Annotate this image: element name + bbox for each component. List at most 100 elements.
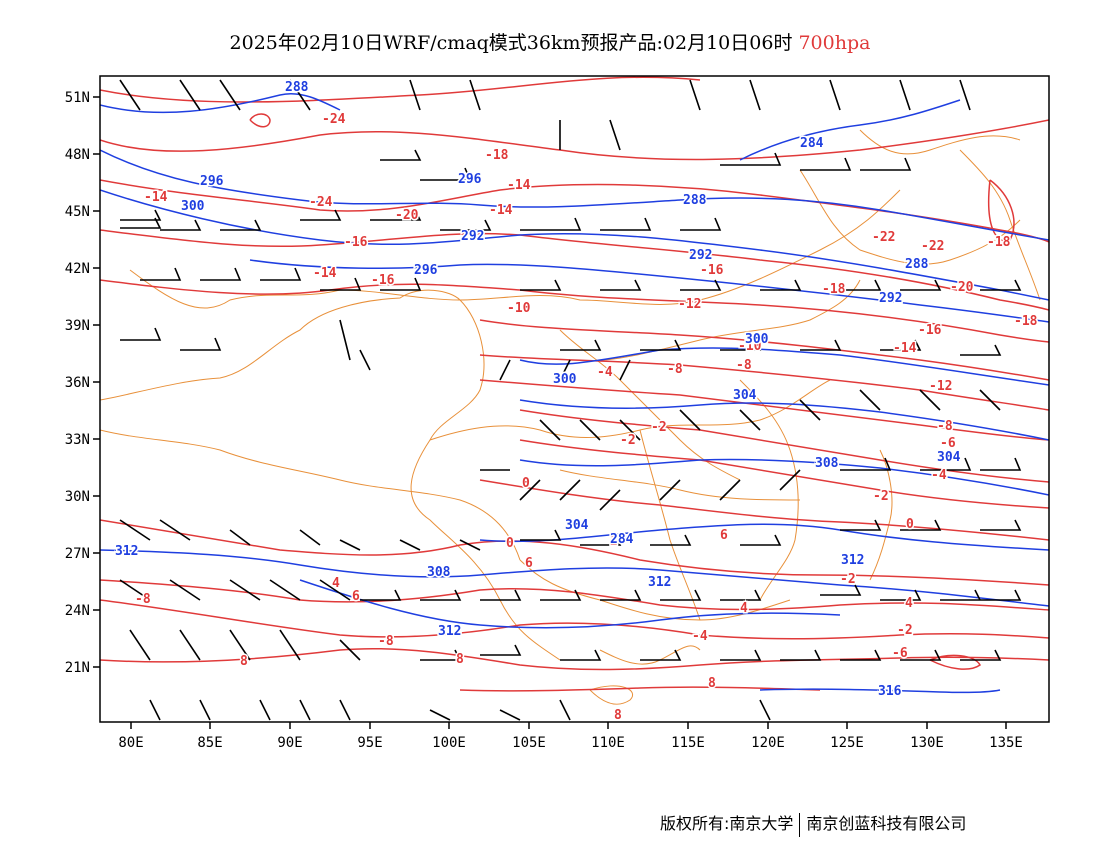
temp-label: -2: [651, 420, 667, 435]
height-label: 284: [610, 532, 634, 547]
lon-tick-label: 135E: [989, 735, 1023, 751]
latitude-axis: 51N 48N 45N 42N 39N 36N 33N 30N 27N 24N …: [65, 90, 100, 676]
title-level: 700hpa: [798, 32, 871, 54]
temp-label: -16: [344, 235, 368, 250]
temp-label: 6: [525, 556, 533, 571]
lat-tick-label: 27N: [65, 546, 90, 562]
temp-label: 6: [352, 589, 360, 604]
temp-label: -6: [892, 646, 908, 661]
height-label: 312: [115, 544, 138, 559]
temp-label: -16: [371, 273, 395, 288]
height-label: 308: [815, 456, 839, 471]
lat-tick-label: 45N: [65, 204, 90, 220]
temp-label: -14: [313, 266, 337, 281]
lat-tick-label: 51N: [65, 90, 90, 106]
temp-label: -2: [620, 433, 636, 448]
copyright-footer: 版权所有:南京大学 南京创蓝科技有限公司: [660, 810, 966, 837]
map-title: 2025年02月10日WRF/cmaq模式36km预报产品:02月10日06时 7…: [0, 28, 1100, 55]
lon-tick-label: 85E: [197, 735, 222, 751]
temp-label: 4: [740, 601, 748, 616]
lon-tick-label: 110E: [591, 735, 625, 751]
height-label: 304: [937, 450, 961, 465]
geographic-borders: [100, 129, 1041, 705]
temp-label: 8: [240, 654, 248, 669]
height-label: 312: [841, 553, 864, 568]
temp-label: -8: [667, 362, 683, 377]
lon-tick-label: 95E: [357, 735, 382, 751]
height-label: 300: [553, 372, 577, 387]
temp-label: 8: [456, 652, 464, 667]
temperature-contours: [100, 76, 1049, 692]
temp-label: -16: [918, 323, 942, 338]
lat-tick-label: 39N: [65, 318, 90, 334]
temp-label: -2: [840, 572, 856, 587]
temp-label: -4: [692, 629, 708, 644]
height-label: 304: [733, 388, 757, 403]
height-label: 288: [905, 257, 929, 272]
temp-label: 4: [905, 596, 913, 611]
footer-divider: [799, 812, 801, 837]
temp-label: 0: [906, 517, 914, 532]
temp-label: -20: [950, 280, 974, 295]
temp-label: 8: [614, 708, 622, 723]
height-label: 304: [565, 518, 589, 533]
lat-tick-label: 21N: [65, 660, 90, 676]
temp-label: -14: [489, 203, 513, 218]
height-label: 292: [461, 229, 484, 244]
height-label: 296: [458, 172, 482, 187]
lat-tick-label: 42N: [65, 261, 90, 277]
temp-label: -6: [940, 436, 956, 451]
temp-label: -18: [822, 282, 846, 297]
temp-label: -18: [1014, 314, 1038, 329]
temp-label: 6: [720, 528, 728, 543]
temp-label: -24: [309, 195, 333, 210]
temp-label: -8: [736, 358, 752, 373]
lon-tick-label: 130E: [910, 735, 944, 751]
temp-label: -8: [378, 634, 394, 649]
temp-label: -2: [897, 623, 913, 638]
temp-label: 8: [708, 676, 716, 691]
lon-tick-label: 105E: [512, 735, 546, 751]
height-labels: 288 296 300 284 292 296 288 292 288 292 …: [114, 79, 963, 701]
temp-label: -2: [873, 489, 889, 504]
height-label: 296: [200, 174, 224, 189]
temp-label: 4: [332, 576, 340, 591]
height-label: 312: [648, 575, 671, 590]
temp-label: -14: [507, 178, 531, 193]
temp-label: -22: [872, 230, 895, 245]
copyright-owner: 版权所有:南京大学: [660, 814, 794, 833]
height-label: 296: [414, 263, 438, 278]
temp-label: -10: [507, 301, 531, 316]
height-label: 300: [745, 332, 769, 347]
height-contours: [100, 92, 1049, 694]
temp-label: -20: [395, 208, 419, 223]
temp-label: 0: [506, 536, 514, 551]
lon-tick-label: 125E: [830, 735, 864, 751]
height-label: 292: [879, 291, 902, 306]
lat-tick-label: 48N: [65, 147, 90, 163]
lon-tick-label: 115E: [671, 735, 705, 751]
temp-label: -12: [678, 297, 701, 312]
temp-label: -4: [597, 365, 613, 380]
height-label: 308: [427, 565, 451, 580]
temp-label: 2: [610, 534, 618, 549]
lat-tick-label: 24N: [65, 603, 90, 619]
temp-label: -24: [322, 112, 346, 127]
temp-label: -14: [144, 190, 168, 205]
temp-label: -8: [937, 419, 953, 434]
temp-label: -14: [893, 341, 917, 356]
temp-label: -8: [135, 592, 151, 607]
height-label: 288: [683, 193, 707, 208]
lon-tick-label: 90E: [277, 735, 302, 751]
height-label: 284: [800, 136, 824, 151]
lon-tick-label: 80E: [118, 735, 143, 751]
height-label: 288: [285, 80, 309, 95]
height-label: 300: [181, 199, 205, 214]
temp-label: -4: [931, 468, 947, 483]
temp-label: -22: [921, 239, 944, 254]
wind-barbs: [119, 79, 1022, 721]
lat-tick-label: 30N: [65, 489, 90, 505]
temp-label: -16: [700, 263, 724, 278]
temp-label: -12: [929, 379, 952, 394]
